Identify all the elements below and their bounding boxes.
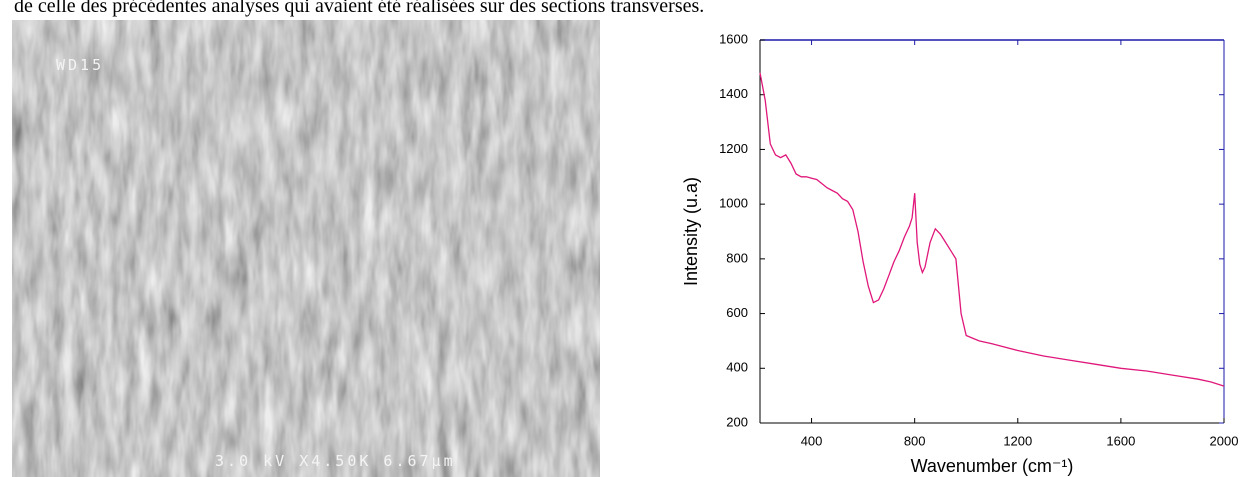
chart: 200 400 600 800 1000 1200 1400 1600 400 800 1200 16… [681, 31, 1238, 476]
sem-image: WD15 3.0 kV X4.50K 6.67µm [12, 20, 600, 477]
y-tick-label: 600 [726, 305, 748, 320]
y-tick-label: 1600 [719, 31, 748, 46]
spectrum-line [759, 72, 1225, 387]
y-tick-label: 1000 [719, 196, 748, 211]
x-tick-label: 400 [801, 433, 823, 448]
x-tick-label: 1600 [1106, 433, 1135, 448]
sem-texture [12, 20, 600, 477]
x-tick-label: 800 [904, 433, 926, 448]
sem-label: 3.0 kV X4.50K 6.67µm [215, 452, 456, 470]
x-tick-label: 1200 [1003, 433, 1032, 448]
body-text: de celle des précédentes analyses qui av… [14, 0, 704, 17]
x-axis-label: Wavenumber (cm⁻¹) [911, 456, 1074, 476]
y-tick-label: 400 [726, 360, 748, 375]
x-tick-label: 2000 [1210, 433, 1239, 448]
y-axis-label: Intensity (u.a) [681, 177, 701, 286]
y-tick-label: 200 [726, 414, 748, 429]
y-tick-label: 1400 [719, 86, 748, 101]
y-tick-label: 800 [726, 250, 748, 265]
y-tick-label: 1200 [719, 141, 748, 156]
sem-label: WD15 [56, 56, 104, 74]
